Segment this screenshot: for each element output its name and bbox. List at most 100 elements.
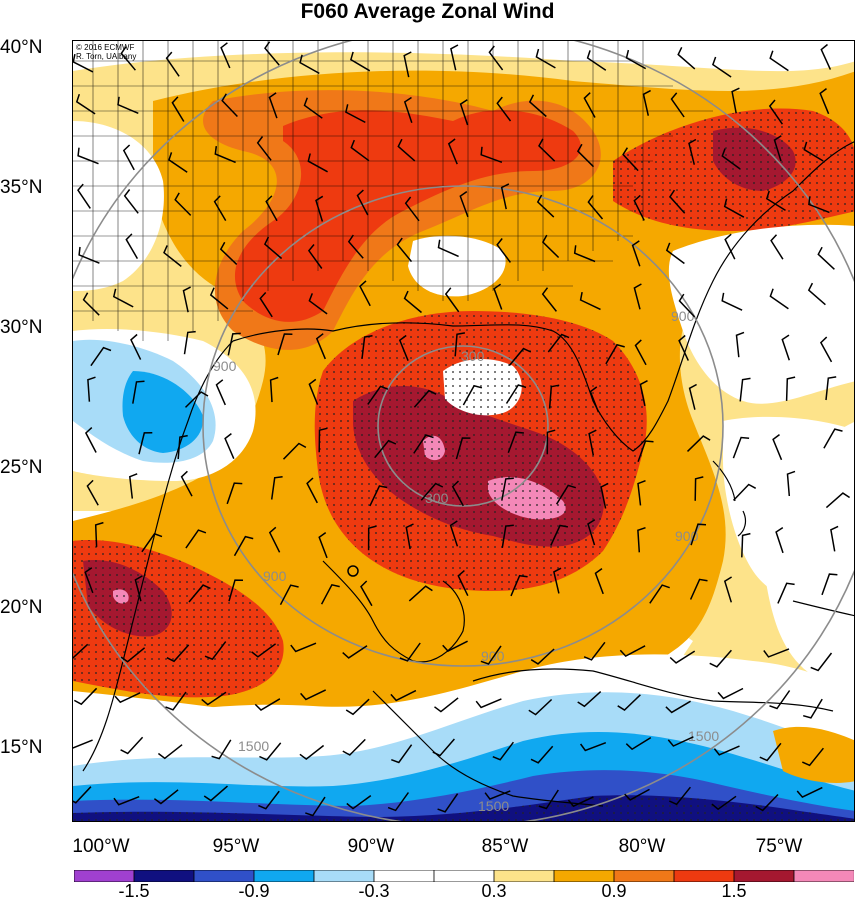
wind-barb	[174, 192, 192, 216]
wind-barb	[308, 378, 319, 405]
wind-barb	[374, 439, 397, 459]
wind-barb	[451, 480, 464, 507]
wind-barb	[802, 698, 823, 719]
wind-barb	[541, 287, 557, 312]
wind-barb	[408, 585, 433, 602]
lon-label-85w: 85°W	[481, 836, 529, 857]
wind-barb	[538, 138, 556, 162]
colorbar-label: -1.5	[118, 881, 150, 901]
colorbar-label: 1.5	[721, 881, 747, 901]
wind-barb	[713, 745, 740, 756]
wind-barb	[120, 736, 144, 755]
wind-barb	[112, 288, 134, 308]
wind-barb	[772, 434, 783, 461]
contour-label: 900	[481, 648, 505, 664]
wind-barb	[157, 744, 183, 760]
wind-barb	[732, 436, 750, 459]
wind-barb	[342, 738, 366, 756]
wind-barb	[73, 687, 98, 706]
wind-barb	[251, 643, 277, 658]
wind-barb	[508, 347, 532, 366]
wind-barb	[694, 476, 704, 501]
wind-barb	[807, 282, 826, 306]
wind-barb	[830, 525, 839, 552]
wind-barb	[825, 492, 851, 509]
colorbar-label: -0.9	[238, 881, 270, 901]
wind-barb	[689, 578, 708, 600]
wind-barb	[773, 135, 782, 162]
wind-barb	[819, 88, 830, 115]
coastlines	[82, 141, 854, 807]
contour-label: 900	[263, 568, 287, 584]
wind-barb	[307, 153, 328, 173]
wind-barb	[84, 567, 94, 594]
wind-barb	[345, 698, 370, 716]
wind-barb	[536, 194, 555, 218]
wind-barb	[588, 429, 597, 456]
wind-barb	[763, 648, 790, 658]
wind-barb	[391, 744, 413, 764]
wind-barb	[350, 139, 370, 162]
wind-barb	[437, 793, 459, 813]
wind-barb	[769, 50, 789, 72]
wind-barb	[755, 793, 779, 812]
wind-barb	[625, 49, 647, 70]
wind-barb	[769, 288, 789, 310]
wind-barb	[177, 434, 188, 460]
wind-barb	[583, 641, 606, 661]
wind-barb	[315, 195, 324, 222]
wind-barb	[589, 386, 600, 413]
wind-barb	[77, 183, 91, 209]
wind-barb	[128, 473, 138, 499]
wind-barb	[315, 333, 326, 360]
wind-barb	[360, 580, 373, 607]
wind-barb	[153, 789, 179, 805]
contour-label: 1500	[478, 798, 509, 814]
wind-barb	[404, 196, 420, 222]
wind-barb	[501, 524, 514, 549]
wind-barb	[594, 567, 604, 595]
colorbar-label: 0.9	[601, 881, 627, 901]
map-svg: 300 300 900 900 900 900 1500 1500 1500 9…	[73, 41, 854, 821]
wind-barb	[480, 645, 502, 665]
wind-barb	[579, 291, 601, 311]
wind-barb	[538, 789, 559, 810]
wind-barb	[690, 523, 707, 546]
wind-barb	[125, 233, 139, 259]
wind-barb	[781, 334, 791, 361]
wind-barb	[87, 376, 96, 402]
wind-barb	[434, 697, 459, 713]
wind-barb	[808, 196, 830, 214]
wind-barb	[165, 691, 187, 711]
wind-barb	[361, 335, 373, 359]
wind-barb	[462, 384, 483, 406]
colorbar	[74, 870, 854, 882]
wind-barb	[825, 376, 837, 401]
wind-barb	[510, 574, 528, 597]
wind-barb	[138, 431, 153, 455]
lon-label-90w: 90°W	[347, 836, 395, 857]
wind-barb	[724, 233, 736, 260]
wind-barb	[182, 286, 191, 313]
wind-barb	[717, 687, 744, 700]
lat-label-35n: 35°N	[0, 177, 43, 198]
wind-barb	[73, 53, 94, 73]
wind-barb	[171, 96, 185, 122]
wind-barb	[801, 747, 824, 767]
wind-barb	[215, 379, 226, 406]
wind-barb	[213, 195, 227, 221]
wind-barb	[399, 642, 421, 662]
wind-barb	[113, 796, 140, 806]
wind-barb	[420, 482, 444, 501]
credit-text: © 2016 ECMWF R. Torn, UAlbany	[76, 43, 136, 61]
wind-barb	[397, 138, 416, 162]
wind-barb	[639, 380, 648, 407]
wind-barb	[114, 692, 141, 704]
wind-barb	[123, 189, 139, 214]
wind-barb	[90, 346, 112, 367]
wind-barb	[413, 434, 434, 454]
wind-barb	[221, 93, 238, 118]
wind-barb	[405, 523, 414, 550]
wind-barb	[587, 519, 596, 546]
wind-barb	[649, 584, 670, 604]
